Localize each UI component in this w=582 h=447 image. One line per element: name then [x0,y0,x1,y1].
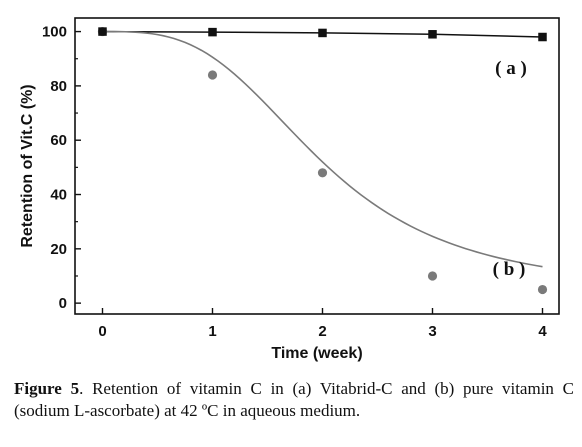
x-tick-label: 3 [428,323,436,340]
series-b-point [317,168,328,178]
series-a-point [428,30,437,39]
series-a-point [208,27,217,37]
x-tick-label: 4 [538,323,547,340]
figure-number: Figure 5 [14,379,80,398]
y-tick-label: 40 [50,187,67,204]
series-a-point [538,32,547,42]
fit-curves [102,30,543,268]
plot-frame [74,17,560,315]
y-tick-label: 80 [50,78,67,95]
y-tick-label: 100 [42,24,67,41]
y-axis-label: Retention of Vit.C (%) [19,84,36,247]
series-a-point [318,28,327,38]
x-tick-label: 1 [208,323,216,340]
series-label-a: ( a ) [495,58,527,79]
series-label-b: ( b ) [493,259,526,280]
figure-caption: Figure 5. Retention of vitamin C in (a) … [14,378,574,422]
y-tick-label: 0 [59,295,67,312]
y-tick-label: 20 [50,241,67,258]
series-b-point [427,271,438,281]
series-b-fit-curve [102,30,543,268]
data-marks [97,26,548,295]
series-a-point [98,27,107,36]
series-b-point [207,70,218,80]
x-axis-label: Time (week) [271,345,362,362]
caption-text: . Retention of vitamin C in (a) Vitabrid… [14,379,574,420]
x-tick-label: 2 [318,323,326,340]
series-b-point [537,284,548,295]
y-tick-label: 60 [50,132,67,149]
x-tick-label: 0 [98,323,106,340]
